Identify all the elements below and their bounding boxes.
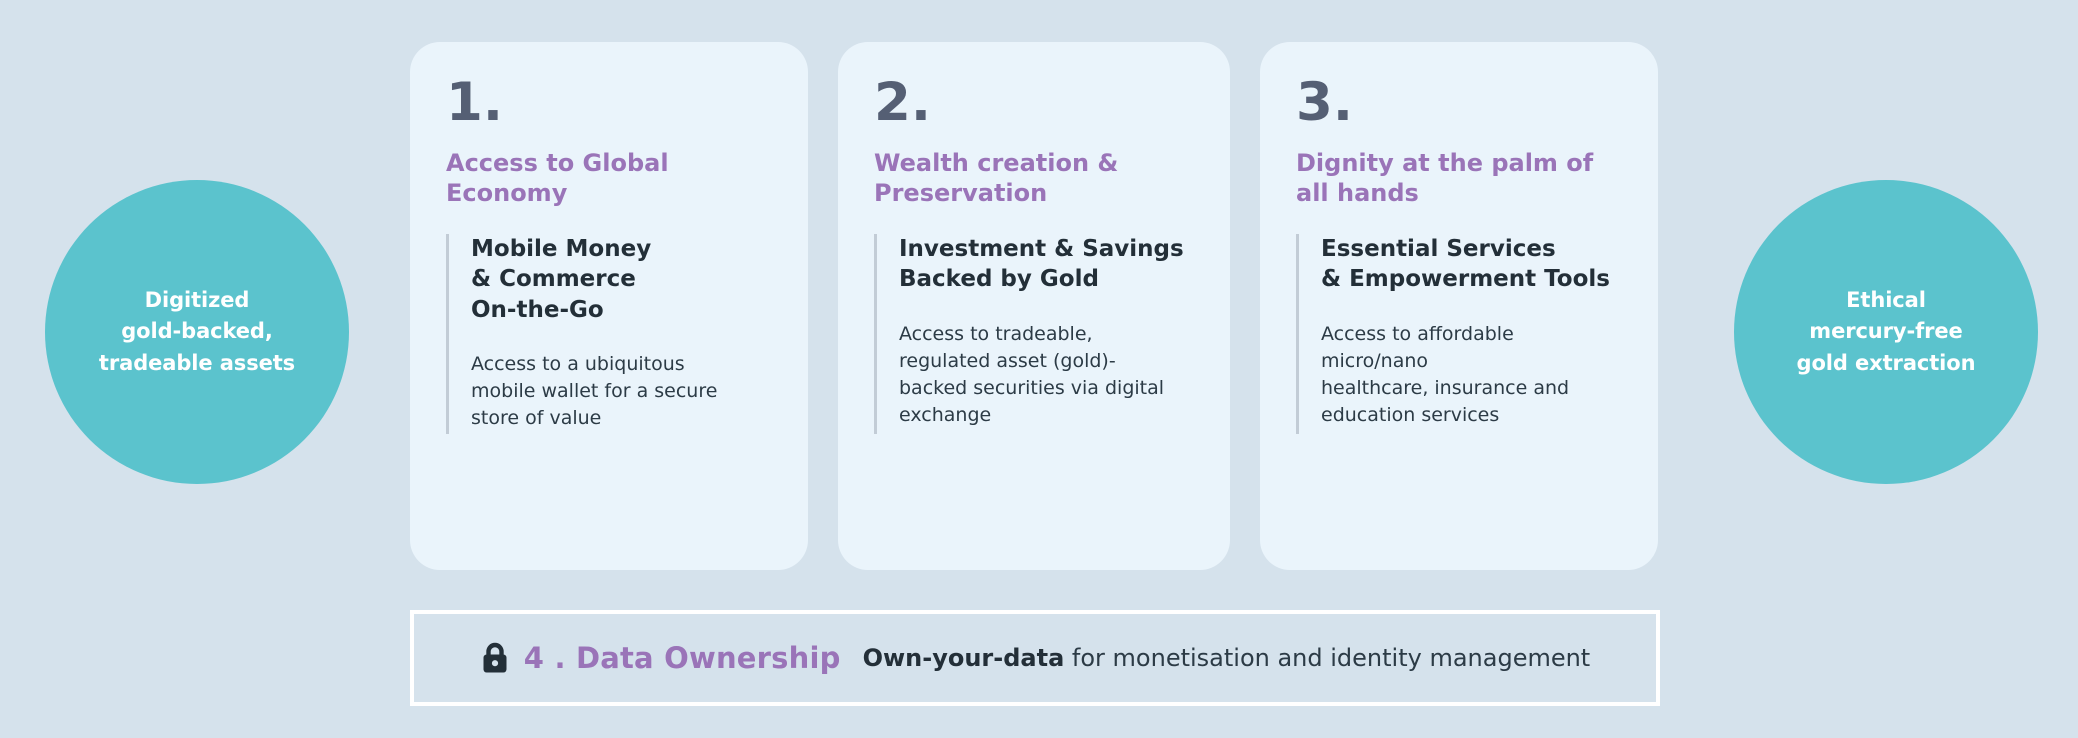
banner-rest-text: for monetisation and identity management (1064, 644, 1591, 672)
card-1-body: Mobile Money & Commerce On-the-Go Access… (446, 234, 772, 434)
card-3-subtitle: Essential Services & Empowerment Tools (1321, 236, 1610, 293)
card-2-number: 2. (874, 72, 932, 133)
card-dignity-at-the-palm-of-all-hands[interactable]: 3. Dignity at the palm of all hands Esse… (1260, 42, 1658, 570)
card-2-description: Access to tradeable, regulated asset (go… (899, 322, 1165, 426)
card-2-title: Wealth creation & Preservation (874, 149, 1119, 207)
card-3-description: Access to affordable micro/nano healthca… (1321, 322, 1570, 426)
card-wealth-creation-preservation[interactable]: 2. Wealth creation & Preservation Invest… (838, 42, 1230, 570)
card-access-to-global-economy[interactable]: 1. Access to Global Economy Mobile Money… (410, 42, 808, 570)
vertical-rule-icon (1296, 234, 1299, 434)
card-1-body-content: Mobile Money & Commerce On-the-Go Access… (449, 234, 717, 434)
banner-strong-text: Own-your-data (862, 644, 1065, 672)
card-1-description: Access to a ubiquitous mobile wallet for… (471, 353, 718, 430)
card-2-subtitle: Investment & Savings Backed by Gold (899, 236, 1184, 293)
vertical-rule-icon (874, 234, 877, 434)
data-ownership-banner[interactable]: 4 . Data Ownership Own-your-data for mon… (410, 610, 1660, 706)
card-3-title: Dignity at the palm of all hands (1296, 149, 1594, 207)
lock-icon (480, 641, 510, 675)
card-3-number: 3. (1296, 72, 1354, 133)
banner-content: 4 . Data Ownership Own-your-data for mon… (480, 641, 1590, 675)
circle-digitized-assets: Digitized gold-backed, tradeable assets (45, 180, 349, 484)
circle-ethical-gold-extraction: Ethical mercury-free gold extraction (1734, 180, 2038, 484)
card-1-subtitle: Mobile Money & Commerce On-the-Go (471, 236, 652, 323)
circle-left-text: Digitized gold-backed, tradeable assets (98, 287, 296, 375)
vertical-rule-icon (446, 234, 449, 434)
card-2-body: Investment & Savings Backed by Gold Acce… (874, 234, 1194, 434)
card-3-body-content: Essential Services & Empowerment Tools A… (1299, 234, 1622, 434)
card-1-number: 1. (446, 72, 504, 133)
circle-right-text: Ethical mercury-free gold extraction (1796, 287, 1976, 375)
card-1-title: Access to Global Economy (446, 149, 669, 207)
card-3-body: Essential Services & Empowerment Tools A… (1296, 234, 1622, 434)
card-2-body-content: Investment & Savings Backed by Gold Acce… (877, 234, 1184, 434)
banner-step-label: 4 . Data Ownership (523, 641, 841, 675)
